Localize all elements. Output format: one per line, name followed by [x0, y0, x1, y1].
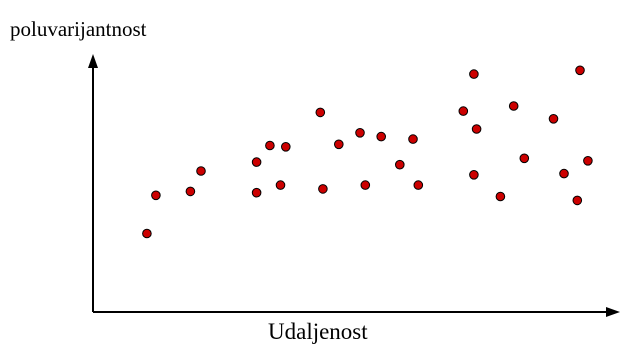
data-point-11: [318, 184, 328, 194]
data-point-17: [408, 134, 418, 144]
data-point-25: [519, 153, 530, 164]
x-axis-arrow-icon: [606, 307, 620, 317]
data-point-13: [355, 128, 365, 138]
x-axis-label: Udaljenost: [268, 319, 368, 344]
data-point-20: [469, 69, 479, 79]
data-point-4: [196, 166, 206, 176]
data-point-27: [559, 168, 569, 179]
data-point-5: [251, 187, 262, 198]
axes: [88, 54, 620, 317]
data-point-2: [151, 190, 161, 201]
data-point-6: [251, 157, 262, 167]
data-point-19: [458, 106, 469, 116]
data-point-14: [360, 180, 371, 190]
data-point-29: [575, 65, 585, 76]
data-point-26: [548, 114, 559, 124]
data-point-28: [572, 195, 583, 206]
data-point-21: [469, 170, 479, 180]
data-point-7: [265, 140, 275, 151]
data-point-12: [334, 139, 344, 150]
data-point-24: [508, 101, 519, 111]
data-point-23: [495, 191, 506, 202]
data-point-9: [281, 142, 291, 152]
data-point-10: [315, 107, 326, 118]
data-point-22: [471, 124, 482, 134]
data-points: [142, 65, 593, 239]
y-axis-arrow-icon: [88, 54, 98, 68]
data-point-30: [583, 156, 593, 166]
y-axis-label: poluvarijantnost: [10, 17, 147, 41]
data-point-3: [185, 186, 196, 197]
data-point-8: [275, 180, 286, 190]
data-point-15: [376, 131, 387, 142]
data-point-18: [413, 180, 424, 190]
data-point-16: [395, 159, 405, 170]
data-point-1: [142, 228, 152, 239]
